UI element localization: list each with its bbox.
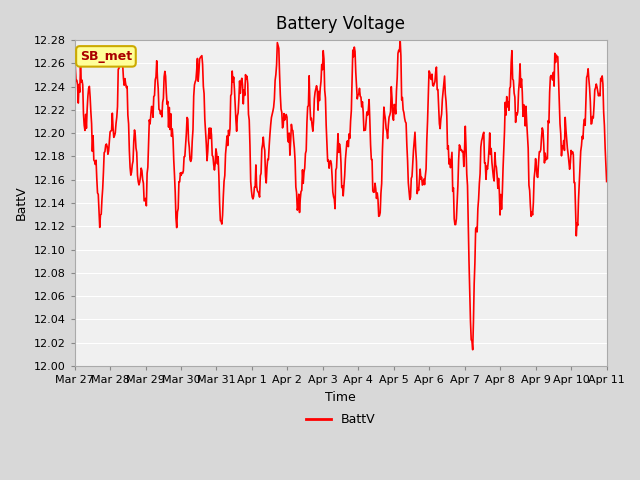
Y-axis label: BattV: BattV bbox=[15, 186, 28, 220]
Legend: BattV: BattV bbox=[301, 408, 380, 432]
Title: Battery Voltage: Battery Voltage bbox=[276, 15, 405, 33]
X-axis label: Time: Time bbox=[325, 391, 356, 404]
Text: SB_met: SB_met bbox=[80, 50, 132, 63]
